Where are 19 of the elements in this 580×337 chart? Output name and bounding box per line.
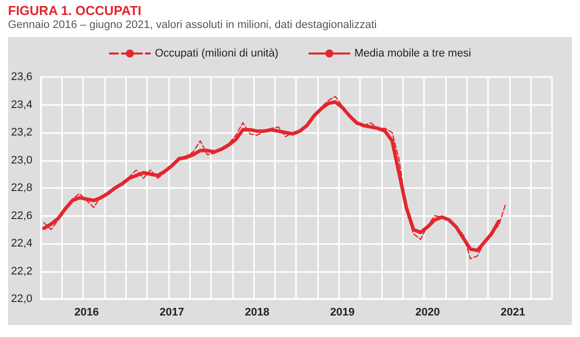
x-tick-label: 2019 [330, 306, 355, 318]
y-tick-label: 22,6 [10, 210, 32, 222]
y-tick-label: 22,8 [10, 182, 32, 194]
y-tick-label: 22,0 [10, 293, 32, 305]
y-tick-label: 23,4 [10, 98, 32, 111]
y-tick-label: 22,2 [10, 265, 32, 278]
x-tick-label: 2018 [244, 306, 270, 318]
legend-label: Occupati (milioni di unità) [154, 48, 278, 60]
x-tick-label: 2020 [415, 306, 440, 318]
chart-subtitle: Gennaio 2016 – giugno 2021, valori assoluti in milioni, dati destagionalizzati [8, 19, 377, 31]
y-tick-label: 23,2 [10, 126, 32, 138]
x-tick-label: 2021 [500, 306, 526, 318]
y-tick-label: 22,4 [10, 238, 32, 250]
y-tick-label: 23,6 [10, 71, 32, 83]
legend-label: Media mobile a tre mesi [354, 48, 472, 60]
y-tick-label: 23,0 [10, 154, 32, 166]
x-tick-label: 2016 [74, 306, 99, 318]
x-tick-label: 2017 [160, 306, 184, 318]
chart-title: FIGURA 1. OCCUPATI [8, 3, 142, 18]
